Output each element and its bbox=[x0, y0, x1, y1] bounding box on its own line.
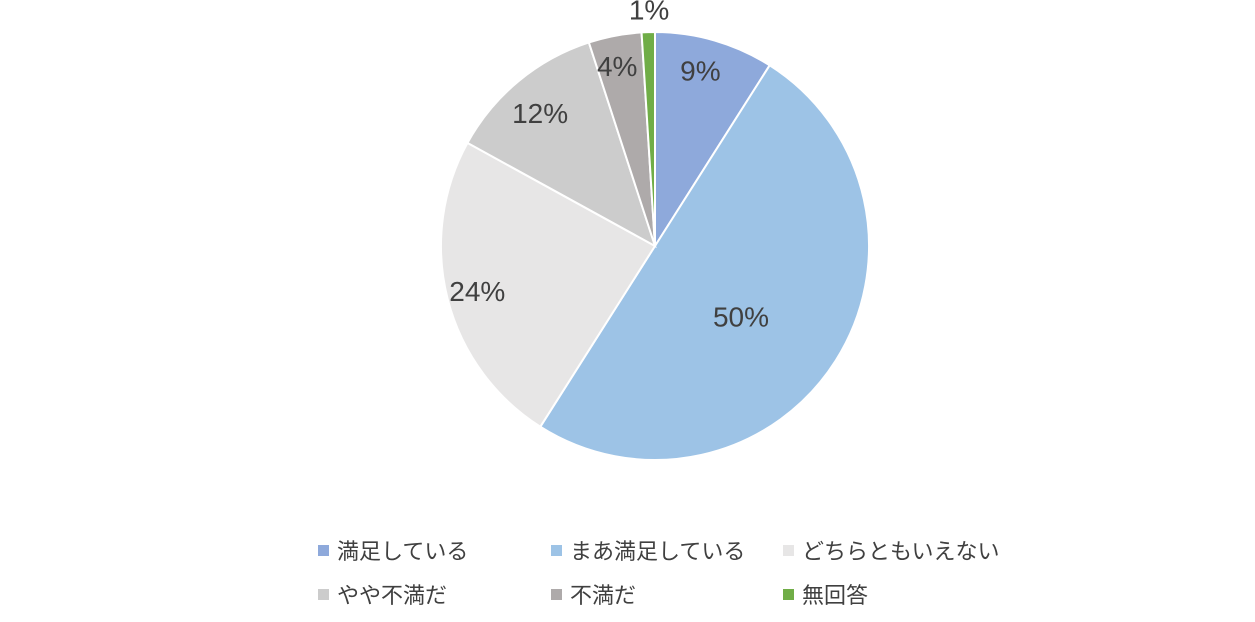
svg-text:50%: 50% bbox=[713, 302, 769, 333]
svg-text:12%: 12% bbox=[512, 98, 568, 129]
svg-text:4%: 4% bbox=[597, 51, 637, 82]
svg-text:9%: 9% bbox=[680, 56, 720, 87]
svg-text:24%: 24% bbox=[449, 276, 505, 307]
svg-text:1%: 1% bbox=[629, 0, 669, 26]
